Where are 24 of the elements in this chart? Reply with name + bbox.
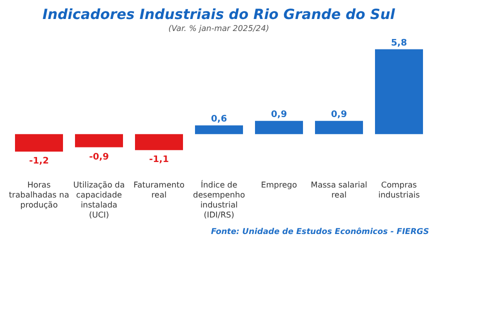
data-label: 0,9: [271, 110, 287, 120]
chart-subtitle: (Var. % jan-mar 2025/24): [168, 24, 270, 33]
x-tick-label: Compras industriais: [378, 180, 420, 200]
chart-title: Indicadores Industriais do Rio Grande do Sul: [42, 7, 396, 23]
data-label: 5,8: [391, 38, 407, 48]
x-tick-label: Faturamento real: [134, 180, 185, 200]
bar: [375, 49, 423, 134]
bar: [135, 134, 183, 150]
x-tick-label: Emprego: [261, 180, 298, 190]
data-label: 0,6: [211, 114, 227, 124]
bar: [15, 134, 63, 152]
x-tick-label: Utilização da capacidade instalada (UCI): [73, 180, 125, 220]
x-tick-label: Índice de desempenho industrial (IDI/RS): [193, 180, 246, 220]
bar: [195, 125, 243, 134]
data-label: 0,9: [331, 110, 347, 120]
bar: [315, 120, 363, 134]
data-label: -1,2: [29, 156, 49, 167]
bar: [75, 134, 123, 148]
x-tick-label: Massa salarial real: [310, 180, 368, 200]
bar: [255, 120, 303, 134]
source-note: Fonte: Unidade de Estudos Econômicos - FIERGS: [211, 227, 430, 236]
data-label: -1,1: [149, 155, 169, 166]
x-tick-label: Horas trabalhadas na produção: [8, 180, 70, 210]
data-label: -0,9: [89, 152, 109, 162]
